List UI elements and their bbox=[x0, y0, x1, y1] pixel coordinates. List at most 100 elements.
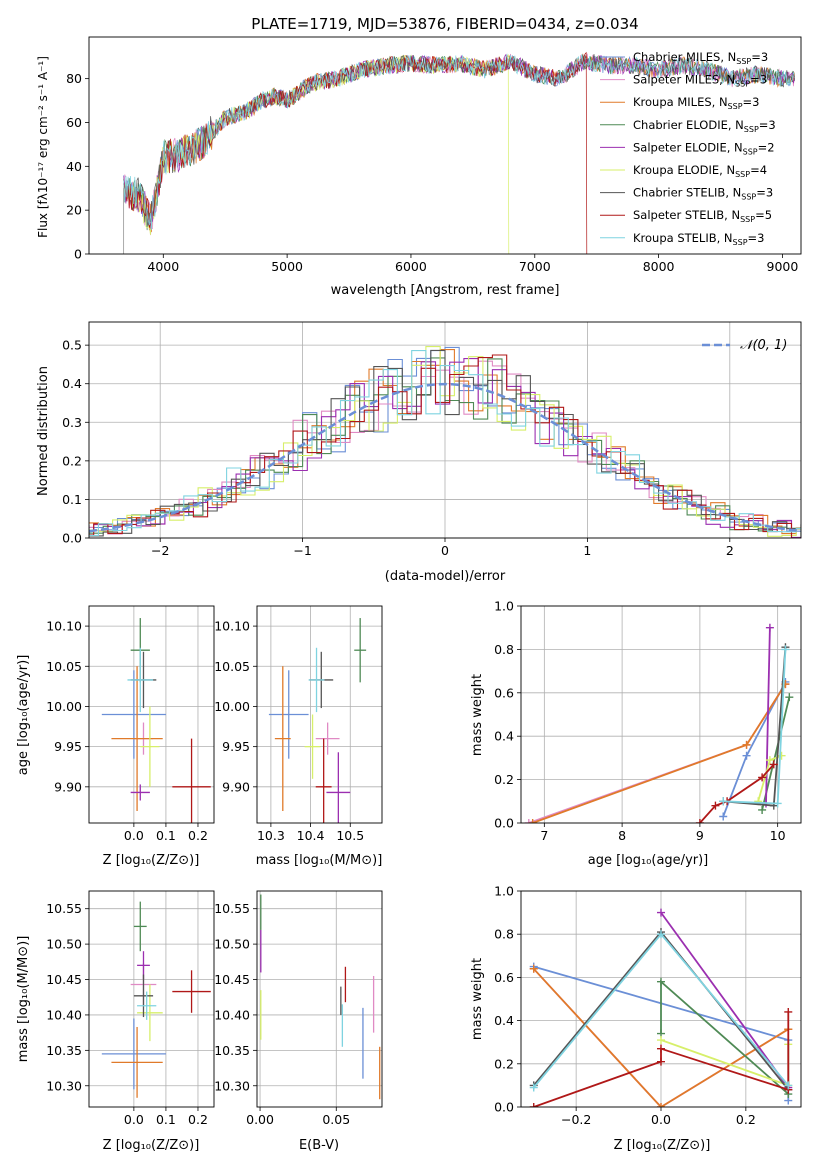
mass-vs-Z-ylabel: mass [log₁₀(M/M⊙)] bbox=[16, 936, 31, 1063]
spectrum-line-kroupa-stelib bbox=[123, 53, 795, 230]
weight-marker bbox=[529, 964, 538, 973]
x-tick-label: 0.1 bbox=[156, 1112, 176, 1127]
y-tick-label: 0.3 bbox=[62, 415, 82, 430]
y-tick-label: 0.2 bbox=[494, 1056, 514, 1071]
y-tick-label: 10.50 bbox=[46, 937, 82, 952]
weight-marker bbox=[657, 1036, 665, 1045]
y-tick-label: 60 bbox=[66, 115, 82, 130]
legend-label: 𝒩(0, 1) bbox=[740, 338, 787, 353]
x-tick-label: 0.05 bbox=[322, 1112, 350, 1127]
weight-marker bbox=[758, 805, 767, 814]
mass_vs_ebv-axes: 0.00 0.05 10.30 10.35 10.40 10.45 10.50 10.55 bbox=[214, 891, 382, 1127]
age_vs_mass-frame bbox=[256, 605, 383, 824]
y-tick-label: 0.4 bbox=[494, 729, 514, 744]
residual-hists bbox=[89, 346, 801, 538]
x-tick-label: 0.0 bbox=[124, 828, 144, 843]
weight-line-salpeter-elodie bbox=[660, 912, 790, 1089]
weight-marker bbox=[719, 812, 728, 821]
y-tick-label: 10.10 bbox=[46, 619, 82, 634]
x-tick-label: 10.3 bbox=[257, 828, 285, 843]
weight-marker bbox=[657, 977, 665, 986]
y-tick-label: 0.1 bbox=[62, 492, 82, 507]
weight-marker bbox=[529, 1103, 538, 1107]
residual-hist-salpeter-stelib bbox=[89, 354, 801, 538]
y-tick-label: 10.50 bbox=[214, 937, 250, 952]
weight-marker bbox=[524, 819, 533, 823]
y-tick-label: 0.8 bbox=[494, 642, 514, 657]
weight-marker bbox=[784, 1007, 793, 1016]
residuals-ylabel: Normed distribution bbox=[36, 366, 51, 496]
weight-marker bbox=[657, 1044, 665, 1053]
spectrum-ylabel: Flux [fλ10⁻¹⁷ erg cm⁻² s⁻¹ A⁻¹] bbox=[36, 56, 50, 238]
y-tick-label: 0.2 bbox=[494, 772, 514, 787]
x-tick-label: 10.4 bbox=[297, 828, 325, 843]
mass_vs_ebv-frame bbox=[256, 890, 383, 1108]
y-tick-label: 10.00 bbox=[46, 699, 82, 714]
age_vs_Z-points bbox=[101, 618, 211, 823]
y-tick-label: 0.0 bbox=[62, 531, 82, 546]
residual-hist-chabrier-stelib bbox=[89, 349, 801, 537]
residual-hist-kroupa-stelib bbox=[89, 350, 801, 536]
weight-marker bbox=[742, 740, 751, 749]
spectrum-axes: 4000 5000 6000 7000 8000 9000 0 20 40 60 80 bbox=[66, 71, 798, 274]
y-tick-label: 0 bbox=[74, 247, 82, 262]
y-tick-label: 0.0 bbox=[494, 816, 514, 831]
weight-marker bbox=[529, 1083, 538, 1092]
weight-line-kroupa-miles bbox=[533, 968, 789, 1107]
x-tick-label: 2 bbox=[726, 543, 734, 558]
spectrum-frame bbox=[88, 36, 802, 255]
weight_vs_age-axes: 7 8 9 10 0.0 0.2 0.4 0.6 0.8 1.0 bbox=[494, 599, 801, 843]
y-tick-label: 1.0 bbox=[494, 599, 514, 614]
y-tick-label: 10.35 bbox=[214, 1043, 250, 1058]
weight-marker bbox=[785, 693, 794, 702]
x-tick-label: −2 bbox=[151, 543, 169, 558]
mass_vs_Z-frame bbox=[88, 890, 215, 1108]
y-tick-label: 10.00 bbox=[214, 699, 250, 714]
weight-marker bbox=[528, 819, 537, 823]
weight-marker bbox=[657, 908, 665, 917]
y-tick-label: 0.2 bbox=[62, 453, 82, 468]
x-tick-label: 4000 bbox=[147, 259, 179, 274]
x-tick-label: 0.00 bbox=[246, 1112, 274, 1127]
legend-label: Kroupa STELIB, NSSP=3 bbox=[633, 231, 764, 247]
legend-label: Salpeter STELIB, NSSP=5 bbox=[633, 208, 772, 224]
y-tick-label: 0.4 bbox=[494, 1013, 514, 1028]
legend-label: Chabrier ELODIE, NSSP=3 bbox=[633, 118, 776, 134]
y-tick-label: 0.8 bbox=[494, 927, 514, 942]
y-tick-label: 9.95 bbox=[54, 739, 82, 754]
legend-label: Kroupa ELODIE, NSSP=4 bbox=[633, 163, 767, 179]
spectrum-lines bbox=[123, 51, 795, 254]
weight-marker bbox=[781, 645, 790, 654]
y-tick-label: 1.0 bbox=[494, 884, 514, 899]
weight-vs-Z-xlabel: Z [log₁₀(Z/Z⊙)] bbox=[614, 1138, 711, 1153]
y-tick-label: 10.45 bbox=[46, 972, 82, 987]
residuals-frame bbox=[88, 321, 802, 539]
weight_vs_Z-lines bbox=[529, 908, 793, 1107]
weight-marker bbox=[777, 751, 786, 760]
x-tick-label: 9000 bbox=[767, 259, 799, 274]
weight-marker bbox=[769, 760, 778, 769]
weight-marker bbox=[719, 797, 728, 806]
y-tick-label: 10.55 bbox=[214, 901, 250, 916]
x-tick-label: 0.0 bbox=[124, 1112, 144, 1127]
y-tick-label: 80 bbox=[66, 71, 82, 86]
age_vs_Z-frame bbox=[88, 605, 215, 824]
x-tick-label: 6000 bbox=[395, 259, 427, 274]
y-tick-label: 0.6 bbox=[494, 970, 514, 985]
x-tick-label: 5000 bbox=[271, 259, 303, 274]
residuals-xlabel: (data-model)/error bbox=[385, 569, 506, 584]
weight-marker bbox=[695, 819, 704, 823]
x-tick-label: −1 bbox=[293, 543, 311, 558]
x-tick-label: 0.2 bbox=[736, 1112, 756, 1127]
x-tick-label: 10 bbox=[770, 828, 786, 843]
weight-marker bbox=[765, 623, 774, 632]
y-tick-label: 0.0 bbox=[494, 1100, 514, 1115]
y-tick-label: 10.40 bbox=[214, 1007, 250, 1022]
x-tick-label: 0.0 bbox=[651, 1112, 671, 1127]
legend-label: Chabrier MILES, NSSP=3 bbox=[633, 50, 768, 66]
y-tick-label: 40 bbox=[66, 159, 82, 174]
weight-vs-Z-ylabel: mass weight bbox=[470, 958, 485, 1040]
y-tick-label: 10.10 bbox=[214, 619, 250, 634]
mass-vs-Z-xlabel: Z [log₁₀(Z/Z⊙)] bbox=[103, 1138, 200, 1153]
